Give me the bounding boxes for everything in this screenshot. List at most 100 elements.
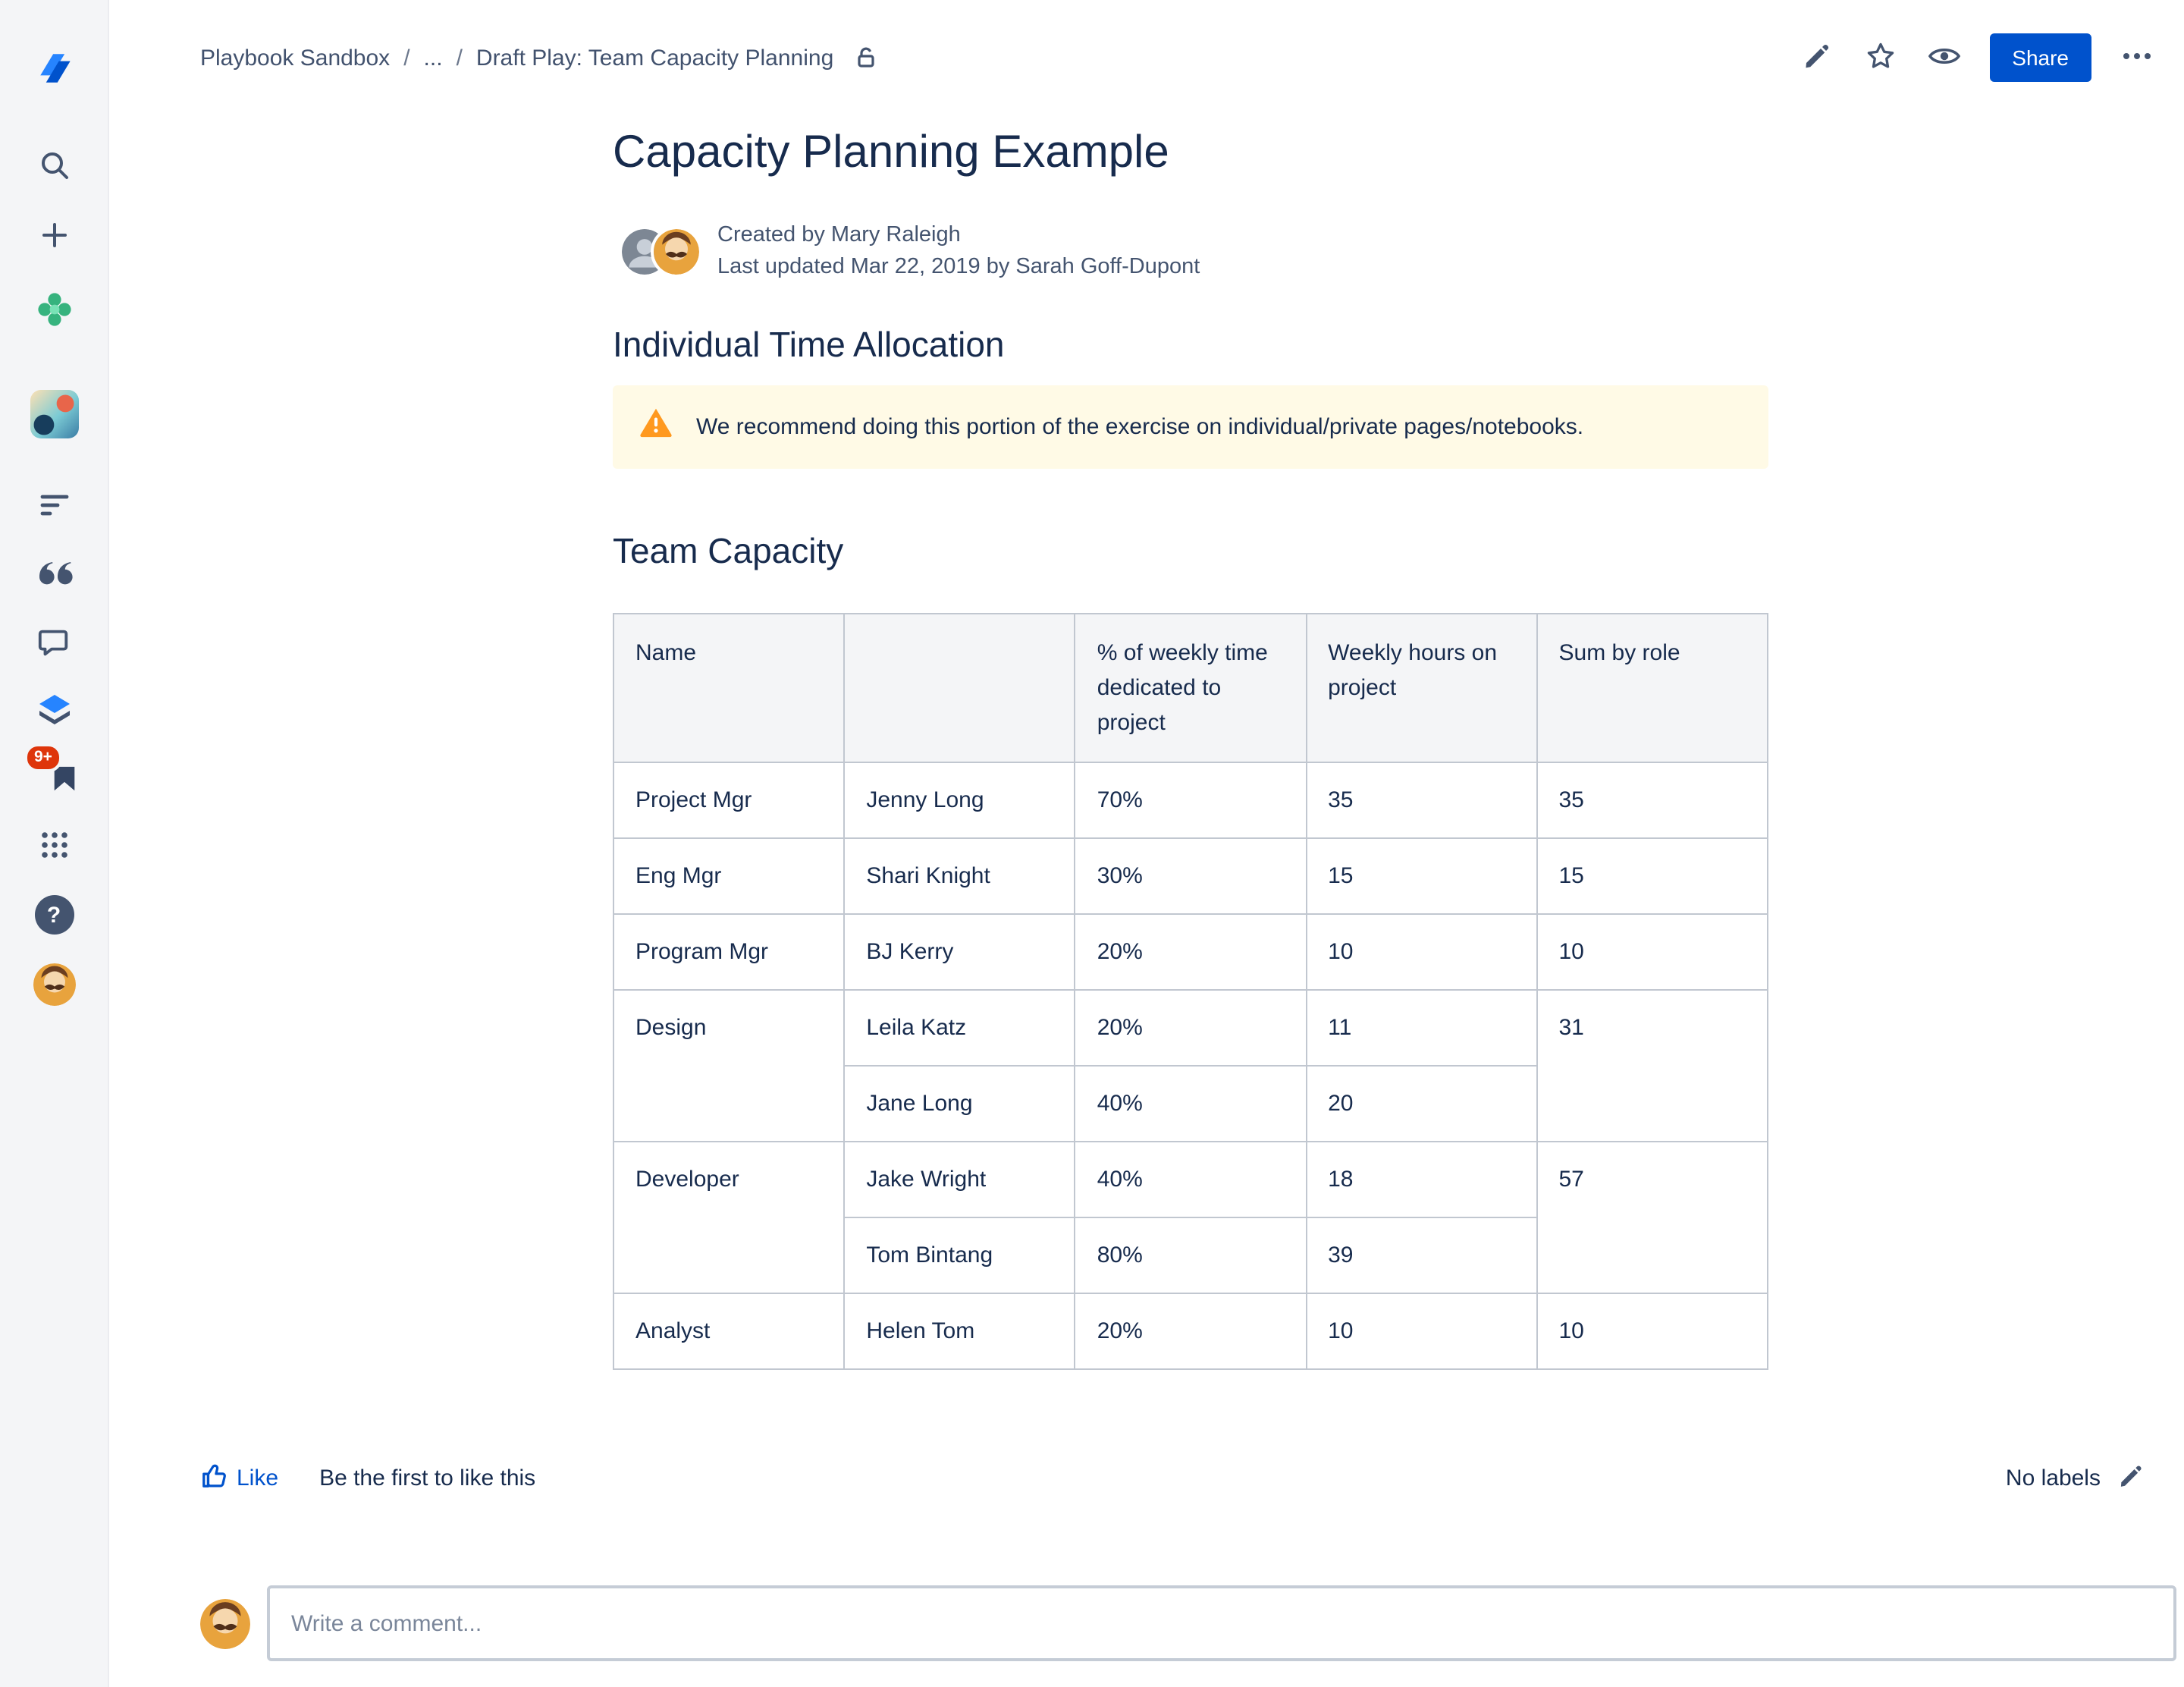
cell-pct: 20% [1074,913,1307,991]
unlock-icon[interactable] [853,46,877,70]
share-button[interactable]: Share [1989,33,2091,82]
cell-person: Jane Long [843,1065,1076,1142]
help-button[interactable]: ? [27,889,81,941]
comment-section [200,1585,2176,1661]
confluence-logo[interactable] [27,46,81,97]
thumbs-up-icon [200,1461,229,1496]
green-app-icon [34,289,74,336]
profile-button[interactable] [27,959,81,1010]
grid-icon [39,829,69,867]
green-app-shortcut[interactable] [27,287,81,338]
layers-icon [34,690,74,737]
cell-pct: 30% [1074,837,1307,915]
page-title: Capacity Planning Example [613,127,1169,177]
cell-pct: 20% [1074,989,1307,1067]
header-blank [843,613,1076,763]
created-by: Created by Mary Raleigh [717,223,961,247]
like-hint: Be the first to like this [319,1466,536,1491]
cell-sum: 35 [1536,762,1769,839]
edit-button[interactable] [1790,32,1842,83]
search-icon [37,148,71,189]
notifications-button[interactable]: 9+ [24,743,83,801]
comment-input[interactable] [267,1585,2176,1661]
ellipsis-icon [2120,39,2154,77]
warning-panel: We recommend doing this portion of the e… [613,385,1768,469]
cell-hours: 10 [1305,913,1538,991]
pencil-icon [1801,40,1831,75]
search-button[interactable] [27,143,81,194]
like-group: Like Be the first to like this [200,1461,535,1496]
watch-button[interactable] [1918,32,1969,83]
table-row: Project Mgr Jenny Long 70% 35 35 [612,762,1769,839]
labels-group: No labels [2006,1462,2145,1495]
breadcrumb-page[interactable]: Draft Play: Team Capacity Planning [475,45,834,71]
cell-person: Helen Tom [843,1293,1076,1370]
warning-icon [639,405,673,449]
breadcrumb-separator: / [403,45,410,71]
comment-bubble-icon [36,625,71,668]
breadcrumb-ellipsis[interactable]: ... [423,45,443,71]
cell-sum: 57 [1536,1141,1769,1294]
table-row: Jane Long 40% 20 [613,1065,1768,1142]
warning-text: We recommend doing this portion of the e… [696,414,1584,440]
breadcrumb: Playbook Sandbox / ... / Draft Play: Tea… [200,45,877,71]
cell-hours: 18 [1305,1141,1538,1218]
cell-role: Project Mgr [612,762,846,839]
cell-pct: 40% [1074,1141,1307,1218]
global-sidebar: 9+ ? [0,0,109,1687]
like-label: Like [237,1466,279,1491]
edit-labels-button[interactable] [2117,1462,2145,1495]
like-button[interactable]: Like [200,1461,278,1496]
confluence-logo-icon [31,45,77,98]
header-hours: Weekly hours on project [1305,613,1538,763]
breadcrumb-space[interactable]: Playbook Sandbox [200,45,391,71]
app-switcher-button[interactable] [27,822,81,874]
ribbon-icon [49,766,78,801]
cell-sum: 10 [1536,1293,1769,1370]
cell-person: BJ Kerry [843,913,1076,991]
cell-hours: 15 [1305,837,1538,915]
quote-icon [36,560,72,596]
quotes-button[interactable] [27,552,81,604]
commenter-avatar [200,1598,250,1648]
playbook-shortcut[interactable] [27,687,81,739]
space-shortcut[interactable] [27,388,81,440]
cell-hours: 39 [1305,1217,1538,1294]
header-name: Name [612,613,846,763]
favourite-button[interactable] [1854,32,1906,83]
cell-pct: 20% [1074,1293,1307,1370]
cell-sum: 15 [1536,837,1769,915]
cell-hours: 20 [1305,1065,1538,1142]
table-row: Design Leila Katz 20% 11 31 [612,989,1769,1142]
page-content: Capacity Planning Example [612,115,1769,1370]
table-row: Program Mgr BJ Kerry 20% 10 10 [612,913,1769,991]
more-button[interactable] [2111,32,2163,83]
align-lines-icon [37,488,71,529]
cell-sum: 31 [1536,989,1769,1142]
main-area: Playbook Sandbox / ... / Draft Play: Tea… [109,0,2184,1687]
eye-icon [1925,37,1962,78]
last-updated: Last updated Mar 22, 2019 by Sarah Goff-… [717,255,1200,279]
topbar: Playbook Sandbox / ... / Draft Play: Tea… [109,0,2184,115]
updater-avatar[interactable] [651,226,702,278]
create-button[interactable] [27,212,81,264]
capacity-table: Name % of weekly time dedicated to proje… [612,613,1769,1370]
cell-sum: 10 [1536,913,1769,991]
comments-button[interactable] [27,620,81,672]
cell-pct: 70% [1074,762,1307,839]
cell-role: Program Mgr [612,913,846,991]
byline: Created by Mary Raleigh Last updated Mar… [622,220,1768,284]
cell-role: Developer [612,1141,846,1294]
page-footer: Like Be the first to like this No labels [200,1461,2145,1496]
cell-hours: 35 [1305,762,1538,839]
cell-role: Eng Mgr [612,837,846,915]
user-avatar [33,963,75,1006]
space-avatar [30,390,78,438]
breadcrumb-separator: / [456,45,463,71]
table-row: Eng Mgr Shari Knight 30% 15 15 [612,837,1769,915]
cell-pct: 80% [1074,1217,1307,1294]
plus-icon [37,218,71,259]
recent-pages-button[interactable] [27,482,81,534]
creator-avatar[interactable] [622,229,667,275]
